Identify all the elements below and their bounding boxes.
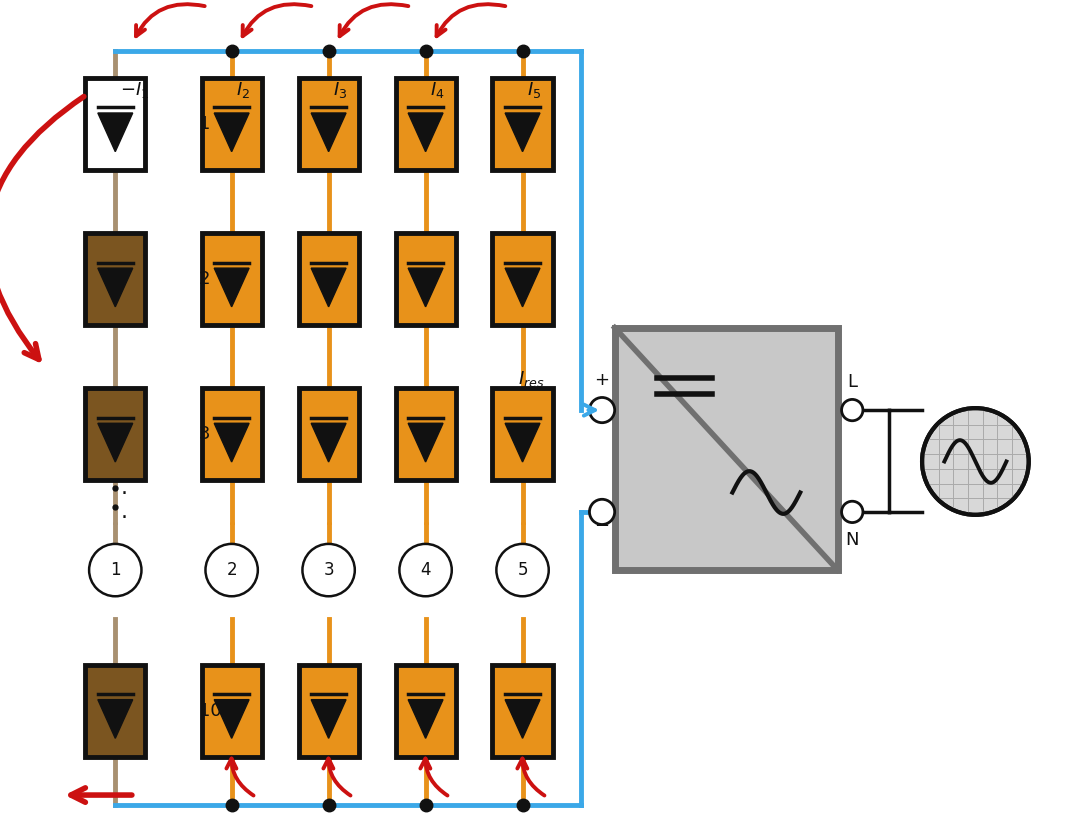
Bar xyxy=(202,664,261,757)
Polygon shape xyxy=(215,268,249,307)
Polygon shape xyxy=(98,268,132,307)
Text: 4: 4 xyxy=(421,561,430,579)
Polygon shape xyxy=(409,700,443,738)
Text: 1: 1 xyxy=(109,561,120,579)
Text: 3: 3 xyxy=(323,561,334,579)
Bar xyxy=(298,664,359,757)
Bar xyxy=(86,233,145,326)
Bar xyxy=(86,664,145,757)
Polygon shape xyxy=(98,423,132,462)
Text: .: . xyxy=(120,502,127,522)
Bar xyxy=(86,78,145,170)
Bar xyxy=(396,233,455,326)
Bar xyxy=(492,664,553,757)
Polygon shape xyxy=(98,700,132,738)
Text: L: L xyxy=(848,373,857,391)
Bar xyxy=(396,388,455,481)
Bar xyxy=(298,78,359,170)
Circle shape xyxy=(399,544,452,597)
Circle shape xyxy=(590,499,615,524)
Text: $I_{res}$: $I_{res}$ xyxy=(518,369,544,388)
Polygon shape xyxy=(311,113,346,152)
Polygon shape xyxy=(311,423,346,462)
Text: +: + xyxy=(594,371,609,388)
Polygon shape xyxy=(215,113,249,152)
Polygon shape xyxy=(505,423,540,462)
Bar xyxy=(492,78,553,170)
Text: 2: 2 xyxy=(198,270,210,288)
Bar xyxy=(298,388,359,481)
Circle shape xyxy=(590,398,615,423)
Polygon shape xyxy=(505,113,540,152)
Text: −: − xyxy=(594,517,609,534)
Text: $I_2$: $I_2$ xyxy=(236,81,250,101)
Text: $I_5$: $I_5$ xyxy=(528,81,542,101)
Bar xyxy=(492,233,553,326)
Polygon shape xyxy=(311,700,346,738)
Bar xyxy=(615,328,838,570)
Text: 2: 2 xyxy=(227,561,237,579)
Circle shape xyxy=(841,399,863,420)
Bar xyxy=(396,78,455,170)
Polygon shape xyxy=(409,423,443,462)
Polygon shape xyxy=(311,268,346,307)
Polygon shape xyxy=(215,423,249,462)
Text: $I_3$: $I_3$ xyxy=(334,81,348,101)
Polygon shape xyxy=(409,268,443,307)
Text: .: . xyxy=(120,477,127,498)
Text: $I_4$: $I_4$ xyxy=(430,81,446,101)
Bar xyxy=(202,78,261,170)
Circle shape xyxy=(922,408,1029,515)
Bar xyxy=(396,664,455,757)
Text: N: N xyxy=(846,531,859,550)
Polygon shape xyxy=(215,700,249,738)
Text: 1: 1 xyxy=(198,115,210,133)
Bar xyxy=(492,388,553,481)
Circle shape xyxy=(302,544,354,597)
Polygon shape xyxy=(409,113,443,152)
Bar xyxy=(202,388,261,481)
Text: 10: 10 xyxy=(198,701,221,720)
Text: 5: 5 xyxy=(517,561,528,579)
Text: 3: 3 xyxy=(198,425,210,443)
Text: $-I_1$: $-I_1$ xyxy=(120,81,150,101)
Bar xyxy=(86,388,145,481)
Polygon shape xyxy=(98,113,132,152)
Polygon shape xyxy=(505,268,540,307)
Bar xyxy=(298,233,359,326)
Circle shape xyxy=(841,501,863,523)
Bar xyxy=(202,233,261,326)
Circle shape xyxy=(206,544,258,597)
Circle shape xyxy=(89,544,142,597)
Circle shape xyxy=(496,544,549,597)
Polygon shape xyxy=(505,700,540,738)
